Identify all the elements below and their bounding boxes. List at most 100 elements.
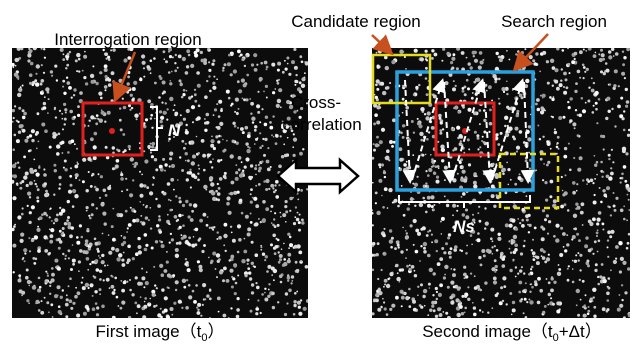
particle xyxy=(198,239,201,242)
particle xyxy=(600,201,603,204)
particle xyxy=(590,179,594,183)
particle xyxy=(594,240,597,243)
particle xyxy=(373,149,376,152)
particle xyxy=(12,196,16,200)
particle xyxy=(27,53,31,57)
particle xyxy=(622,117,625,120)
particle xyxy=(467,138,470,141)
particle xyxy=(250,188,253,191)
particle xyxy=(29,73,33,77)
particle xyxy=(109,185,111,187)
particle xyxy=(565,78,568,81)
particle xyxy=(428,283,431,286)
particle xyxy=(423,250,427,254)
particle xyxy=(295,74,297,76)
particle xyxy=(587,100,590,103)
particle xyxy=(217,183,219,185)
particle xyxy=(455,249,457,251)
particle xyxy=(37,289,41,293)
particle xyxy=(178,197,181,200)
particle xyxy=(130,207,132,209)
particle xyxy=(397,205,400,208)
particle xyxy=(265,179,269,183)
particle xyxy=(20,233,24,237)
particle xyxy=(46,194,48,196)
particle xyxy=(210,182,214,186)
particle xyxy=(271,292,275,296)
particle xyxy=(517,50,520,53)
particle xyxy=(524,291,526,293)
particle xyxy=(424,113,426,115)
particle xyxy=(219,177,223,181)
particle xyxy=(118,253,122,257)
particle xyxy=(372,269,375,272)
particle xyxy=(182,204,185,207)
particle xyxy=(530,268,532,270)
particle xyxy=(452,149,454,151)
particle xyxy=(246,149,250,153)
particle xyxy=(231,286,234,289)
particle xyxy=(70,307,73,310)
particle xyxy=(238,89,242,93)
particle xyxy=(216,78,218,80)
particle xyxy=(139,183,143,187)
particle xyxy=(474,59,478,63)
particle xyxy=(572,191,576,195)
particle xyxy=(237,275,239,277)
particle xyxy=(298,229,301,232)
particle xyxy=(567,101,569,103)
particle xyxy=(605,117,608,120)
particle xyxy=(623,218,626,221)
particle xyxy=(376,79,380,83)
particle xyxy=(431,205,434,208)
particle xyxy=(405,230,407,232)
particle xyxy=(241,212,244,215)
particle xyxy=(130,157,134,161)
particle xyxy=(278,251,280,253)
particle xyxy=(127,76,130,79)
particle xyxy=(240,127,244,131)
particle xyxy=(54,218,58,222)
particle xyxy=(44,297,46,299)
particle xyxy=(596,232,599,235)
particle xyxy=(186,279,188,281)
particle xyxy=(417,294,419,296)
particle xyxy=(540,110,544,114)
particle xyxy=(406,232,408,234)
particle xyxy=(618,85,620,87)
particle xyxy=(556,87,560,91)
particle xyxy=(62,152,64,154)
particle xyxy=(484,207,486,209)
particle xyxy=(47,273,49,275)
particle xyxy=(266,160,270,164)
particle xyxy=(548,281,551,284)
particle xyxy=(423,289,427,293)
particle xyxy=(609,83,611,85)
particle xyxy=(81,236,84,239)
particle xyxy=(132,219,136,223)
particle xyxy=(161,102,163,104)
particle xyxy=(259,121,261,123)
particle xyxy=(99,278,102,281)
particle xyxy=(301,219,304,222)
particle xyxy=(178,241,181,244)
particle xyxy=(546,214,549,217)
particle xyxy=(542,256,546,260)
particle xyxy=(36,173,40,177)
particle xyxy=(101,305,105,309)
particle xyxy=(413,244,415,246)
particle xyxy=(608,158,610,160)
particle xyxy=(619,304,623,308)
particle xyxy=(443,311,445,313)
particle xyxy=(59,183,62,186)
particle xyxy=(378,66,380,68)
particle xyxy=(135,218,139,222)
particle xyxy=(142,61,146,65)
particle xyxy=(542,51,546,55)
particle xyxy=(115,248,119,252)
particle xyxy=(263,154,266,157)
particle xyxy=(529,291,531,293)
particle xyxy=(177,67,179,69)
particle xyxy=(413,198,415,200)
particle xyxy=(98,173,100,175)
